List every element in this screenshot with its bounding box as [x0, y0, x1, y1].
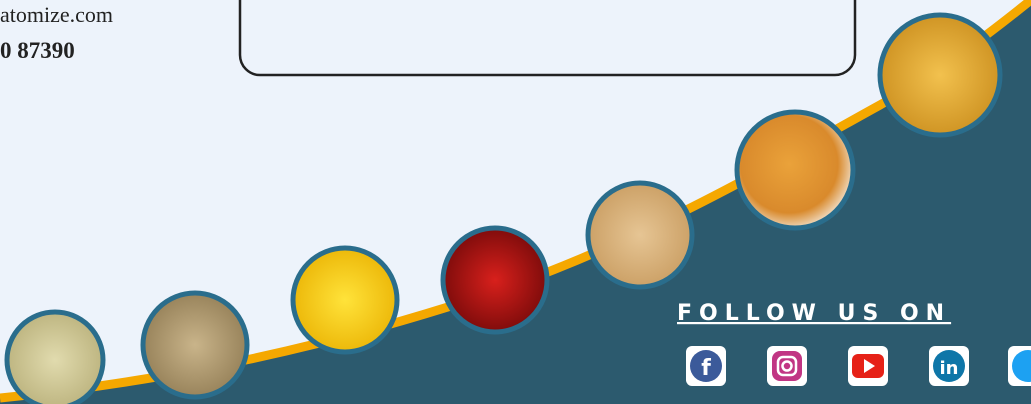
instagram-icon[interactable]	[767, 346, 807, 386]
linkedin-icon[interactable]: in	[929, 346, 969, 386]
product-image	[737, 112, 853, 228]
page: atomize.com 0 87390 FOLLOW US ON f	[0, 0, 1031, 404]
banner: atomize.com 0 87390 FOLLOW US ON f	[0, 0, 1031, 404]
product-image	[880, 15, 1000, 135]
svg-text:f: f	[701, 356, 711, 381]
phone: 0 87390	[0, 38, 75, 63]
facebook-icon[interactable]: f	[686, 346, 726, 386]
svg-text:in: in	[940, 358, 959, 379]
product-image	[293, 248, 397, 352]
email: atomize.com	[0, 2, 113, 27]
product-image	[143, 293, 247, 397]
info-box	[240, 0, 855, 75]
product-image	[588, 183, 692, 287]
product-image	[7, 312, 103, 404]
follow-title: FOLLOW US ON	[677, 301, 951, 326]
twitter-icon[interactable]	[1008, 346, 1031, 386]
youtube-icon[interactable]	[848, 346, 888, 386]
product-image	[443, 228, 547, 332]
